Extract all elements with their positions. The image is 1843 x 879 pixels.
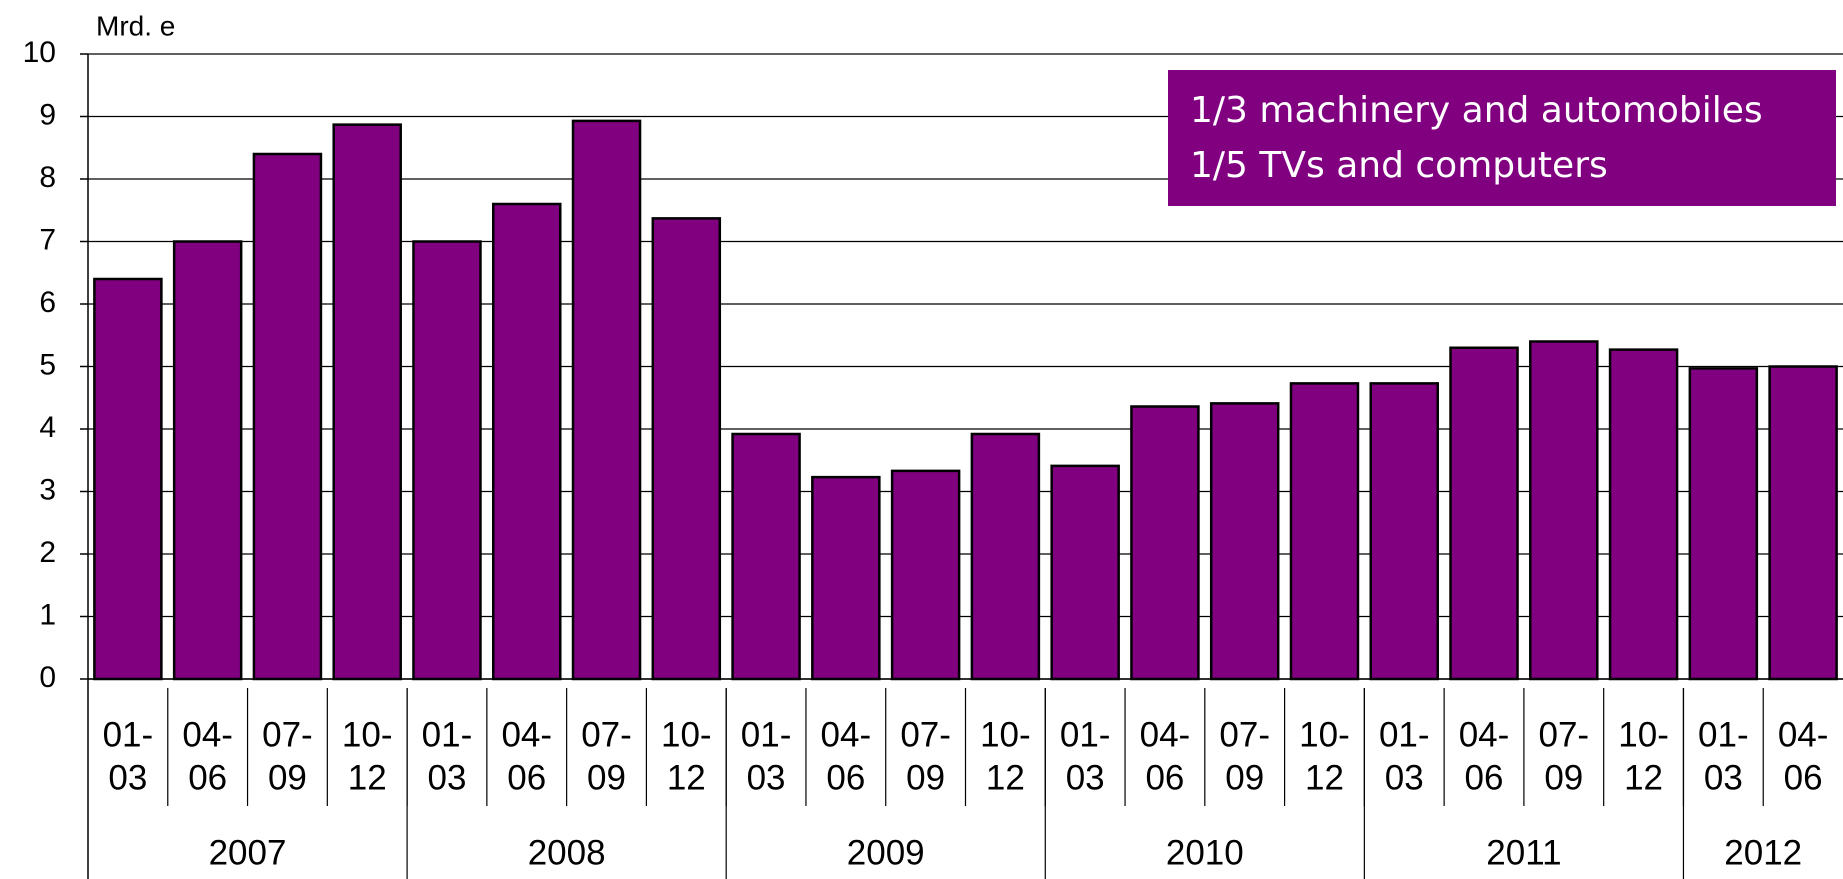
bar bbox=[731, 432, 801, 681]
x-tick-label: 04- bbox=[821, 715, 872, 754]
annotation-text: 1/5 TVs and computers bbox=[1190, 145, 1608, 186]
bar bbox=[1608, 348, 1679, 681]
x-tick-label: 06 bbox=[1145, 758, 1184, 797]
x-tick-label: 09 bbox=[1544, 758, 1583, 797]
x-tick-label: 12 bbox=[348, 758, 387, 797]
bar bbox=[1050, 464, 1120, 681]
y-tick-label: 2 bbox=[39, 536, 56, 569]
x-tick-label: 06 bbox=[1465, 758, 1504, 797]
bar bbox=[1449, 346, 1519, 681]
bar bbox=[1209, 402, 1280, 681]
x-tick-label: 04- bbox=[1459, 715, 1510, 754]
x-tick-label: 01- bbox=[1698, 715, 1749, 754]
y-axis-unit: Mrd. e bbox=[96, 10, 175, 41]
x-tick-label: 07- bbox=[1219, 715, 1270, 754]
x-tick-label: 10- bbox=[980, 715, 1031, 754]
annotation-box bbox=[1168, 70, 1836, 206]
y-tick-label: 6 bbox=[39, 286, 56, 319]
y-tick-label: 9 bbox=[39, 98, 56, 131]
y-tick-label: 8 bbox=[39, 161, 56, 194]
year-label: 2011 bbox=[1486, 833, 1561, 872]
x-tick-label: 01- bbox=[741, 715, 792, 754]
x-tick-label: 06 bbox=[826, 758, 865, 797]
x-tick-label: 03 bbox=[108, 758, 147, 797]
bar bbox=[252, 152, 323, 681]
bar bbox=[890, 469, 961, 681]
x-tick-label: 12 bbox=[1305, 758, 1344, 797]
x-tick-label: 03 bbox=[1385, 758, 1424, 797]
x-tick-label: 04- bbox=[1140, 715, 1191, 754]
year-label: 2007 bbox=[209, 833, 287, 872]
y-tick-label: 5 bbox=[39, 348, 56, 381]
bar bbox=[811, 475, 881, 681]
bar bbox=[1529, 340, 1599, 681]
bar bbox=[172, 240, 243, 681]
x-tick-label: 07- bbox=[581, 715, 632, 754]
x-tick-label: 06 bbox=[507, 758, 546, 797]
x-tick-label: 03 bbox=[1704, 758, 1743, 797]
x-tick-label: 12 bbox=[667, 758, 706, 797]
x-tick-label: 01- bbox=[103, 715, 154, 754]
y-tick-label: 3 bbox=[39, 473, 56, 506]
bar bbox=[93, 277, 163, 681]
x-tick-label: 10- bbox=[661, 715, 712, 754]
y-tick-label: 10 bbox=[23, 36, 56, 69]
x-tick-label: 03 bbox=[428, 758, 467, 797]
x-tick-label: 07- bbox=[900, 715, 951, 754]
year-label: 2008 bbox=[528, 833, 606, 872]
x-tick-label: 04- bbox=[1778, 715, 1829, 754]
x-tick-label: 12 bbox=[986, 758, 1025, 797]
annotation-text: 1/3 machinery and automobiles bbox=[1190, 90, 1763, 131]
year-label: 2009 bbox=[847, 833, 925, 872]
x-tick-label: 04- bbox=[182, 715, 233, 754]
y-tick-label: 1 bbox=[39, 598, 56, 631]
y-tick-label: 7 bbox=[39, 223, 56, 256]
bar bbox=[1369, 382, 1440, 681]
y-tick-label: 0 bbox=[39, 661, 56, 694]
bar bbox=[1130, 405, 1200, 681]
x-tick-label: 12 bbox=[1624, 758, 1663, 797]
bar bbox=[1768, 365, 1838, 681]
x-tick-label: 03 bbox=[1066, 758, 1105, 797]
x-tick-label: 01- bbox=[422, 715, 473, 754]
y-tick-label: 4 bbox=[39, 411, 56, 444]
x-tick-label: 09 bbox=[906, 758, 945, 797]
x-tick-label: 09 bbox=[587, 758, 626, 797]
bar bbox=[412, 240, 482, 681]
bar bbox=[970, 432, 1041, 681]
x-tick-label: 09 bbox=[1225, 758, 1264, 797]
x-tick-label: 06 bbox=[1784, 758, 1823, 797]
x-tick-label: 04- bbox=[501, 715, 552, 754]
bar bbox=[651, 217, 722, 681]
x-tick-label: 06 bbox=[188, 758, 227, 797]
bar bbox=[571, 119, 642, 681]
x-tick-label: 10- bbox=[342, 715, 393, 754]
bar bbox=[491, 202, 562, 681]
x-tick-label: 10- bbox=[1618, 715, 1669, 754]
x-tick-label: 01- bbox=[1060, 715, 1111, 754]
x-tick-label: 09 bbox=[268, 758, 307, 797]
year-label: 2012 bbox=[1724, 833, 1802, 872]
bar bbox=[332, 123, 402, 681]
x-tick-label: 01- bbox=[1379, 715, 1430, 754]
x-tick-label: 07- bbox=[1538, 715, 1589, 754]
x-tick-label: 10- bbox=[1299, 715, 1350, 754]
year-label: 2010 bbox=[1166, 833, 1244, 872]
bar bbox=[1289, 382, 1360, 681]
x-tick-label: 03 bbox=[747, 758, 786, 797]
bar bbox=[1688, 367, 1759, 681]
x-tick-label: 07- bbox=[262, 715, 313, 754]
